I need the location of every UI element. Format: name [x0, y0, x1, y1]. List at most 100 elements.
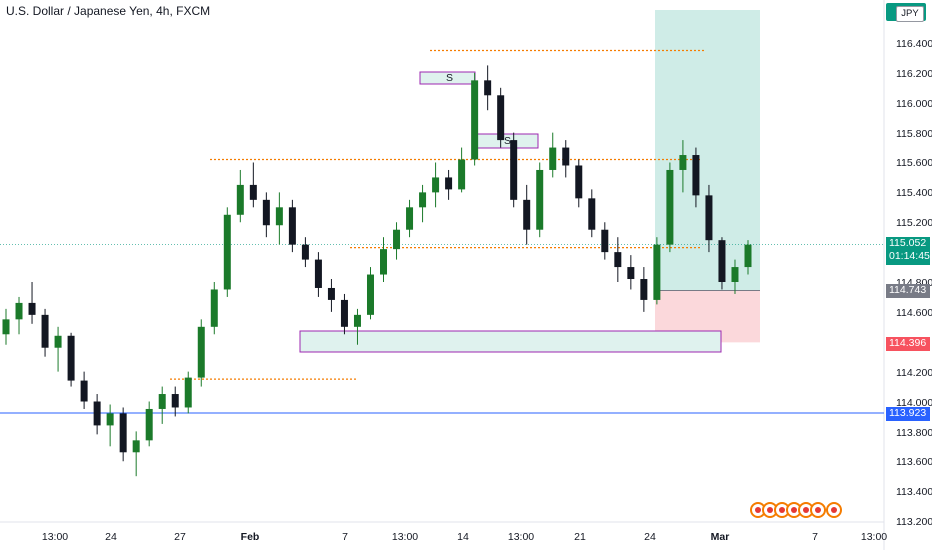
candle-body — [458, 159, 466, 190]
candle-body — [249, 184, 257, 200]
candle-body — [588, 198, 596, 230]
candle-body — [536, 169, 544, 230]
price-tick-label: 116.000 — [896, 98, 932, 110]
candle-body — [28, 302, 36, 315]
candle-body — [679, 155, 687, 170]
time-tick-label: 27 — [174, 531, 186, 543]
candle-body — [510, 140, 518, 200]
support-price-tag: 113.923 — [886, 407, 930, 421]
candle-body — [575, 165, 583, 199]
price-tick-label: 114.600 — [896, 307, 932, 319]
time-tick-label: 13:00 — [42, 531, 68, 543]
candle-body — [705, 195, 713, 241]
candle-body — [419, 192, 427, 208]
candle-body — [692, 155, 700, 196]
candle-body — [158, 394, 166, 409]
candle-body — [80, 380, 88, 402]
candle-body — [666, 169, 674, 245]
candle-body — [627, 267, 635, 280]
candle-body — [93, 401, 101, 426]
candle-body — [41, 314, 49, 348]
time-tick-label: 24 — [644, 531, 656, 543]
candle-body — [445, 177, 453, 190]
candle-body — [653, 244, 661, 300]
price-tick-label: 113.400 — [896, 486, 932, 498]
candle-body — [184, 377, 192, 408]
price-tick-label: 114.000 — [896, 397, 932, 409]
time-tick-label: 13:00 — [392, 531, 418, 543]
price-tick-label: 115.800 — [896, 128, 932, 140]
candle-body — [275, 207, 283, 226]
candle-body — [119, 413, 127, 453]
zone-label: S — [504, 135, 511, 147]
price-tick-label: 113.200 — [896, 516, 932, 528]
symbol-title: U.S. Dollar / Japanese Yen, 4h, FXCM — [6, 4, 211, 18]
candle-body — [262, 199, 270, 226]
candle-body — [744, 244, 752, 268]
price-tick-label: 114.200 — [896, 367, 932, 379]
event-flag-icon[interactable] — [810, 502, 826, 518]
target-zone[interactable] — [655, 10, 760, 291]
zone-label: S — [446, 72, 453, 84]
price-tick-label: 116.200 — [896, 68, 932, 80]
candle-body — [223, 214, 231, 290]
time-tick-label: 13:00 — [508, 531, 534, 543]
time-tick-label: 14 — [457, 531, 469, 543]
demand-zone-box[interactable] — [299, 330, 722, 353]
candle-body — [54, 335, 62, 348]
entry-price-tag: 114.743 — [886, 284, 930, 298]
candle-body — [67, 335, 75, 381]
candle-body — [484, 80, 492, 96]
candle-body — [406, 207, 414, 230]
time-tick-label: 13:00 — [861, 531, 887, 543]
time-tick-label: 21 — [574, 531, 586, 543]
candle-body — [236, 184, 244, 215]
time-tick-label: 24 — [105, 531, 117, 543]
candle-body — [380, 249, 388, 275]
candle-body — [718, 240, 726, 282]
stop-price-tag: 114.396 — [886, 337, 930, 351]
price-tick-label: 113.600 — [896, 456, 932, 468]
candle-body — [340, 299, 348, 327]
candle-body — [314, 259, 322, 288]
candle-body — [327, 287, 335, 300]
candle-body — [171, 394, 179, 408]
candle-body — [145, 408, 153, 441]
candle-body — [432, 177, 440, 193]
price-tick-label: 115.600 — [896, 157, 932, 169]
countdown-value: 01:14:45 — [889, 250, 930, 262]
candle-body — [562, 147, 570, 166]
candle-body — [640, 279, 648, 300]
current-price-tag: 115.052 01:14:45 — [886, 237, 930, 265]
time-tick-label: 7 — [812, 531, 818, 543]
event-flag-icon[interactable] — [826, 502, 842, 518]
candle-body — [366, 274, 374, 315]
candle-body — [523, 199, 531, 230]
candle-body — [210, 289, 218, 327]
candle-body — [497, 95, 505, 141]
candle-body — [288, 207, 296, 245]
candle-body — [132, 440, 140, 453]
candle-body — [2, 319, 10, 335]
candle-body — [15, 302, 23, 320]
price-tick-label: 116.400 — [896, 38, 932, 50]
candle-body — [601, 229, 609, 253]
price-tick-label: 115.400 — [896, 187, 932, 199]
candle-body — [197, 326, 205, 378]
candle-body — [393, 229, 401, 250]
price-tick-label: 115.200 — [896, 217, 932, 229]
candle-body — [353, 314, 361, 327]
price-tick-label: 113.800 — [896, 427, 932, 439]
current-price-value: 115.052 — [889, 237, 927, 249]
candle-body — [731, 267, 739, 282]
currency-button[interactable]: JPY — [896, 6, 924, 22]
candle-body — [106, 413, 114, 426]
candle-body — [301, 244, 309, 260]
candle-body — [614, 252, 622, 268]
candle-body — [549, 147, 557, 170]
time-tick-label: 7 — [342, 531, 348, 543]
candle-body — [471, 80, 479, 160]
time-tick-label: Mar — [711, 531, 730, 543]
time-tick-label: Feb — [241, 531, 260, 543]
